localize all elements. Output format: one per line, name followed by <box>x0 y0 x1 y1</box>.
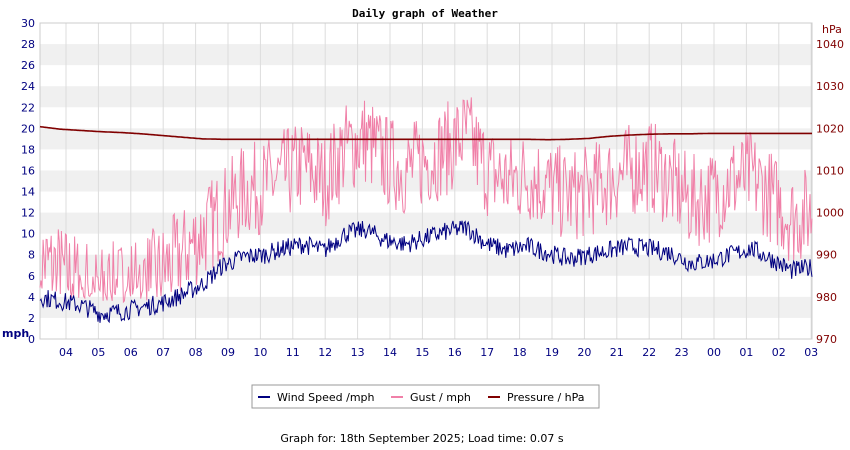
right-tick-label: 980 <box>816 291 837 304</box>
plot-frame <box>39 22 813 340</box>
left-tick-label: 10 <box>21 228 35 241</box>
x-tick-label: 13 <box>351 346 365 359</box>
left-tick-label: 22 <box>21 101 35 114</box>
series-layer <box>39 97 813 324</box>
x-tick-label: 05 <box>91 346 105 359</box>
left-tick-label: 14 <box>21 186 35 199</box>
grid-band <box>40 212 812 234</box>
chart-title: Daily graph of Weather <box>352 7 498 20</box>
right-tick-label: 990 <box>816 249 837 262</box>
x-tick-label: 18 <box>513 346 527 359</box>
left-axis-unit: mph <box>2 327 29 340</box>
x-tick-label: 14 <box>383 346 397 359</box>
right-axis-unit: hPa <box>822 23 842 36</box>
grid-band <box>40 254 812 276</box>
grid-band <box>40 44 812 66</box>
x-tick-label: 08 <box>189 346 203 359</box>
left-tick-label: 18 <box>21 143 35 156</box>
x-tick-label: 21 <box>610 346 624 359</box>
x-axis-ticks: 04 05 06 07 08 09 10 11 12 13 14 15 16 17 18 19 20 21 22 23… <box>59 346 818 359</box>
legend-label-pressure: Pressure / hPa <box>507 391 585 404</box>
grid-bands <box>40 44 812 318</box>
legend-label-gust: Gust / mph <box>410 391 471 404</box>
x-tick-label: 17 <box>480 346 494 359</box>
left-tick-label: 16 <box>21 164 35 177</box>
left-tick-label: 20 <box>21 122 35 135</box>
left-tick-label: 8 <box>28 249 35 262</box>
right-axis-ticks: 970 980 990 1000 1010 1020 1030 1040 <box>816 38 844 346</box>
x-tick-label: 16 <box>448 346 462 359</box>
series-line-wind <box>39 220 813 324</box>
left-tick-label: 2 <box>28 312 35 325</box>
right-tick-label: 1030 <box>816 80 844 93</box>
left-tick-label: 12 <box>21 207 35 220</box>
x-tick-label: 06 <box>124 346 138 359</box>
x-tick-label: 20 <box>577 346 591 359</box>
left-tick-label: 6 <box>28 270 35 283</box>
left-tick-label: 24 <box>21 80 35 93</box>
left-tick-label: 26 <box>21 59 35 72</box>
left-tick-label: 30 <box>21 17 35 30</box>
x-tick-label: 22 <box>642 346 656 359</box>
right-tick-label: 1020 <box>816 122 844 135</box>
legend-box <box>251 384 600 409</box>
legend: Wind Speed /mph Gust / mph Pressure / hP… <box>251 384 600 409</box>
x-tick-label: 12 <box>318 346 332 359</box>
x-tick-label: 02 <box>772 346 786 359</box>
left-tick-label: 0 <box>28 333 35 346</box>
grid-band <box>40 170 812 192</box>
legend-label-wind: Wind Speed /mph <box>277 391 375 404</box>
grid-band <box>40 86 812 108</box>
x-tick-label: 15 <box>415 346 429 359</box>
x-tick-label: 03 <box>804 346 818 359</box>
x-tick-label: 10 <box>253 346 267 359</box>
right-tick-label: 1000 <box>816 207 844 220</box>
x-tick-label: 00 <box>707 346 721 359</box>
x-tick-label: 04 <box>59 346 73 359</box>
x-tick-label: 09 <box>221 346 235 359</box>
right-tick-label: 1010 <box>816 164 844 177</box>
left-tick-label: 4 <box>28 291 35 304</box>
right-tick-label: 1040 <box>816 38 844 51</box>
x-tick-label: 07 <box>156 346 170 359</box>
footer-text: Graph for: 18th September 2025; Load tim… <box>280 432 564 445</box>
grid-band <box>40 296 812 318</box>
series-line-pressure <box>39 125 812 141</box>
x-tick-label: 11 <box>286 346 300 359</box>
x-tick-label: 01 <box>739 346 753 359</box>
right-tick-label: 970 <box>816 333 837 346</box>
x-tick-label: 23 <box>675 346 689 359</box>
left-tick-label: 28 <box>21 38 35 51</box>
x-tick-label: 19 <box>545 346 559 359</box>
series-line-gust <box>39 97 813 304</box>
